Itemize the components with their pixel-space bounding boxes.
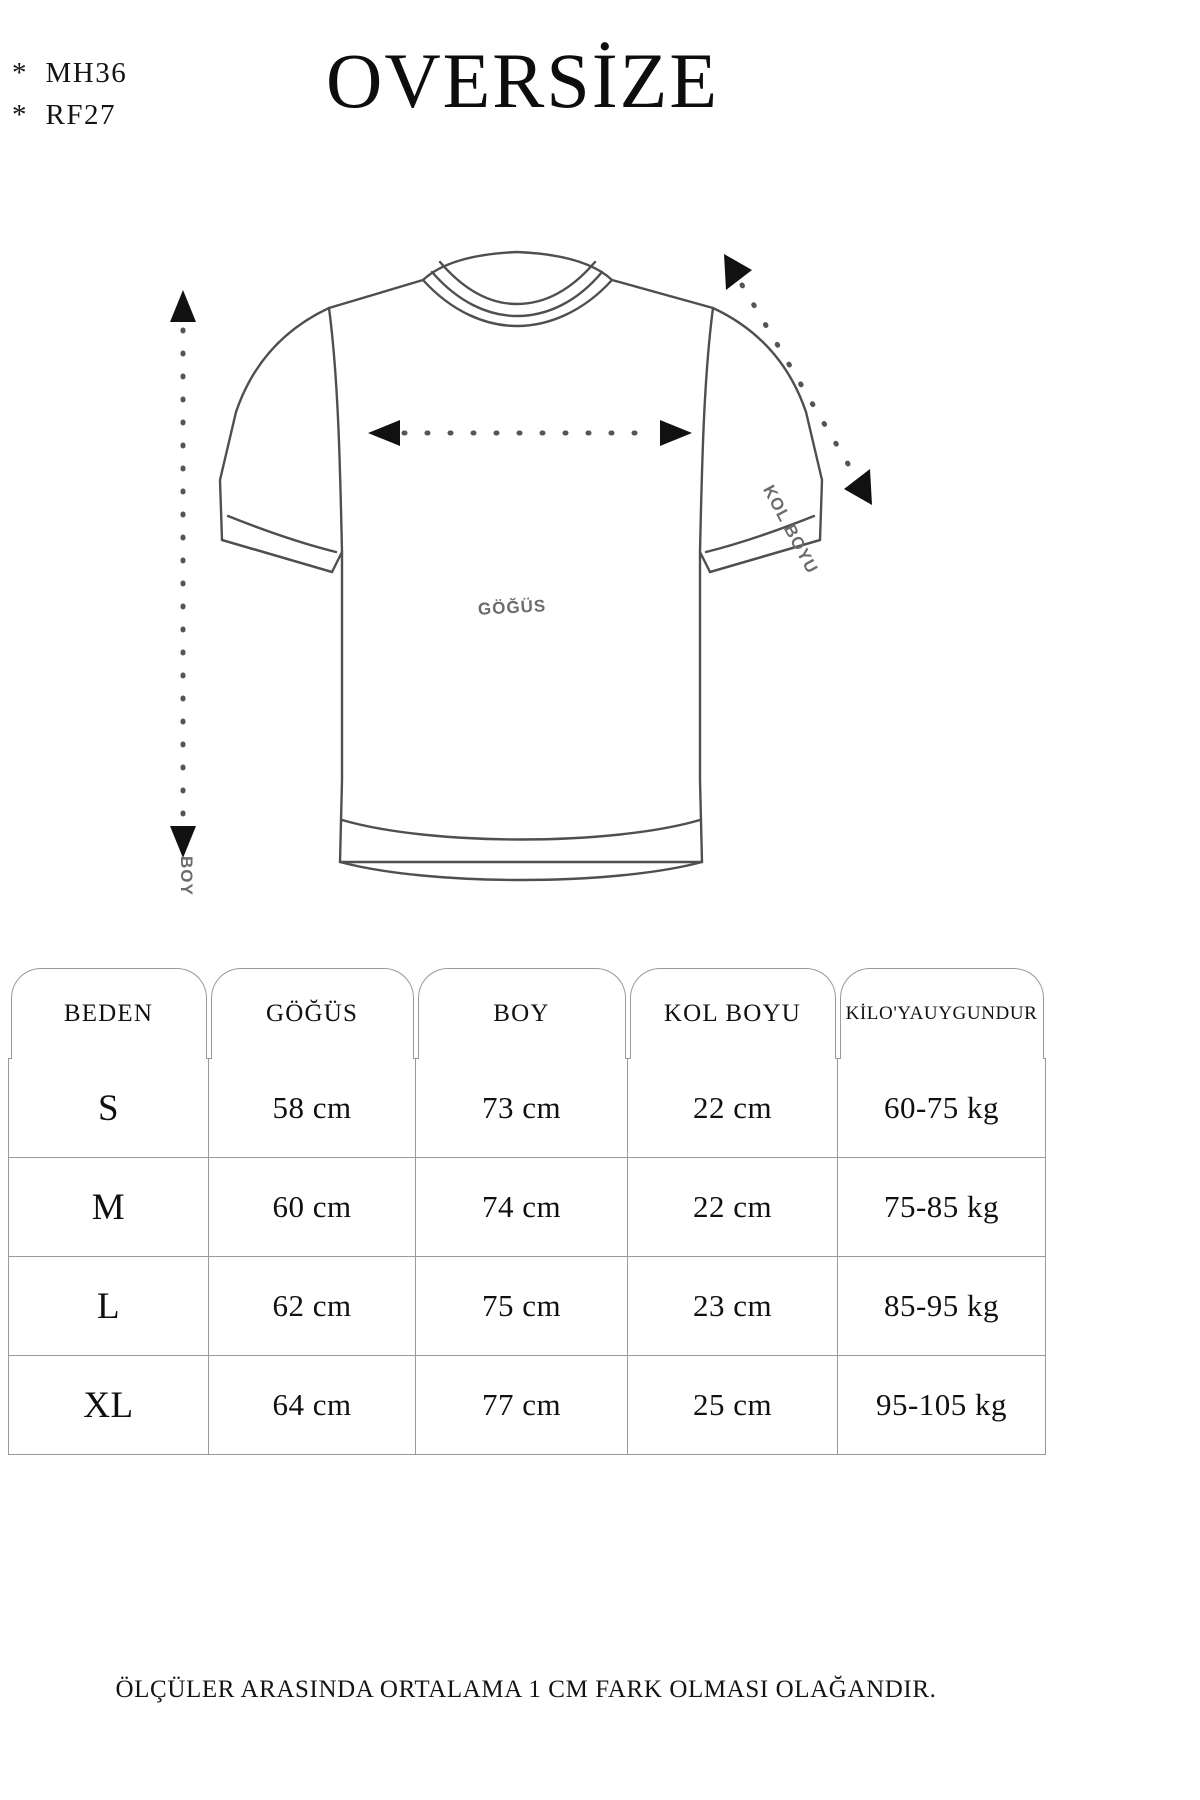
- cell-gogus: 58 cm: [208, 1058, 416, 1158]
- column-header-boy: BOY: [416, 962, 628, 1059]
- tshirt-diagram: GÖĞÜS BOY KOL BOYU: [0, 180, 1045, 970]
- size-table-body: S 58 cm 73 cm 22 cm 60-75 kg M 60 cm 74 …: [8, 1058, 1046, 1455]
- cell-gogus: 64 cm: [208, 1355, 416, 1455]
- table-row: S 58 cm 73 cm 22 cm 60-75 kg: [8, 1058, 1046, 1158]
- table-row: M 60 cm 74 cm 22 cm 75-85 kg: [8, 1157, 1046, 1257]
- product-code-1: * MH36: [12, 57, 128, 89]
- cell-boy: 75 cm: [415, 1256, 628, 1356]
- product-codes: * MH36 * RF27: [12, 52, 127, 136]
- cell-kilo: 95-105 kg: [837, 1355, 1046, 1455]
- sleeve-dimension-arrow: [724, 254, 872, 505]
- size-table-container: BEDEN GÖĞÜS BOY KOL BOYU KİLO'YA UY: [8, 962, 1046, 1455]
- cell-gogus: 60 cm: [208, 1157, 416, 1257]
- column-header-kol-boyu: KOL BOYU: [628, 962, 838, 1059]
- cell-boy: 73 cm: [415, 1058, 628, 1158]
- size-table-header: BEDEN GÖĞÜS BOY KOL BOYU KİLO'YA UY: [9, 962, 1046, 1059]
- measurement-note: ÖLÇÜLER ARASINDA ORTALAMA 1 CM FARK OLMA…: [115, 1676, 937, 1703]
- column-header-kilo-line2: UYGUNDUR: [923, 1003, 1038, 1025]
- cell-kilo: 60-75 kg: [837, 1058, 1046, 1158]
- cell-kol-boyu: 22 cm: [627, 1058, 838, 1158]
- chest-dimension-label: GÖĞÜS: [477, 596, 547, 619]
- table-header-row: BEDEN GÖĞÜS BOY KOL BOYU KİLO'YA UY: [9, 962, 1046, 1059]
- column-header-gogus: GÖĞÜS: [209, 962, 416, 1059]
- cell-beden: L: [8, 1256, 209, 1356]
- length-dimension-arrow: [170, 290, 196, 858]
- column-header-kol-boyu-label: KOL BOYU: [663, 999, 802, 1027]
- length-dimension-label: BOY: [177, 856, 196, 896]
- cell-gogus: 62 cm: [208, 1256, 416, 1356]
- page-title: OVERSİZE: [326, 37, 719, 124]
- chest-dimension-arrow: [368, 420, 692, 446]
- column-header-beden: BEDEN: [9, 962, 209, 1059]
- table-row: L 62 cm 75 cm 23 cm 85-95 kg: [8, 1256, 1046, 1356]
- column-header-beden-label: BEDEN: [63, 999, 154, 1027]
- cell-kol-boyu: 23 cm: [627, 1256, 838, 1356]
- column-header-kilo: KİLO'YA UYGUNDUR: [838, 962, 1046, 1059]
- cell-kilo: 85-95 kg: [837, 1256, 1046, 1356]
- product-code-2: * RF27: [12, 99, 116, 132]
- cell-kilo: 75-85 kg: [837, 1157, 1046, 1257]
- column-header-kilo-line1: KİLO'YA: [845, 1003, 924, 1025]
- cell-kol-boyu: 25 cm: [627, 1355, 838, 1455]
- column-header-boy-label: BOY: [493, 999, 550, 1027]
- size-table: BEDEN GÖĞÜS BOY KOL BOYU KİLO'YA UY: [8, 962, 1046, 1455]
- cell-beden: XL: [8, 1355, 209, 1455]
- tshirt-illustration: [170, 250, 872, 882]
- table-row: XL 64 cm 77 cm 25 cm 95-105 kg: [8, 1355, 1046, 1455]
- cell-kol-boyu: 22 cm: [627, 1157, 838, 1257]
- cell-boy: 74 cm: [415, 1157, 628, 1257]
- cell-beden: S: [8, 1058, 209, 1158]
- cell-boy: 77 cm: [415, 1355, 628, 1455]
- column-header-gogus-label: GÖĞÜS: [265, 999, 359, 1027]
- cell-beden: M: [8, 1157, 209, 1257]
